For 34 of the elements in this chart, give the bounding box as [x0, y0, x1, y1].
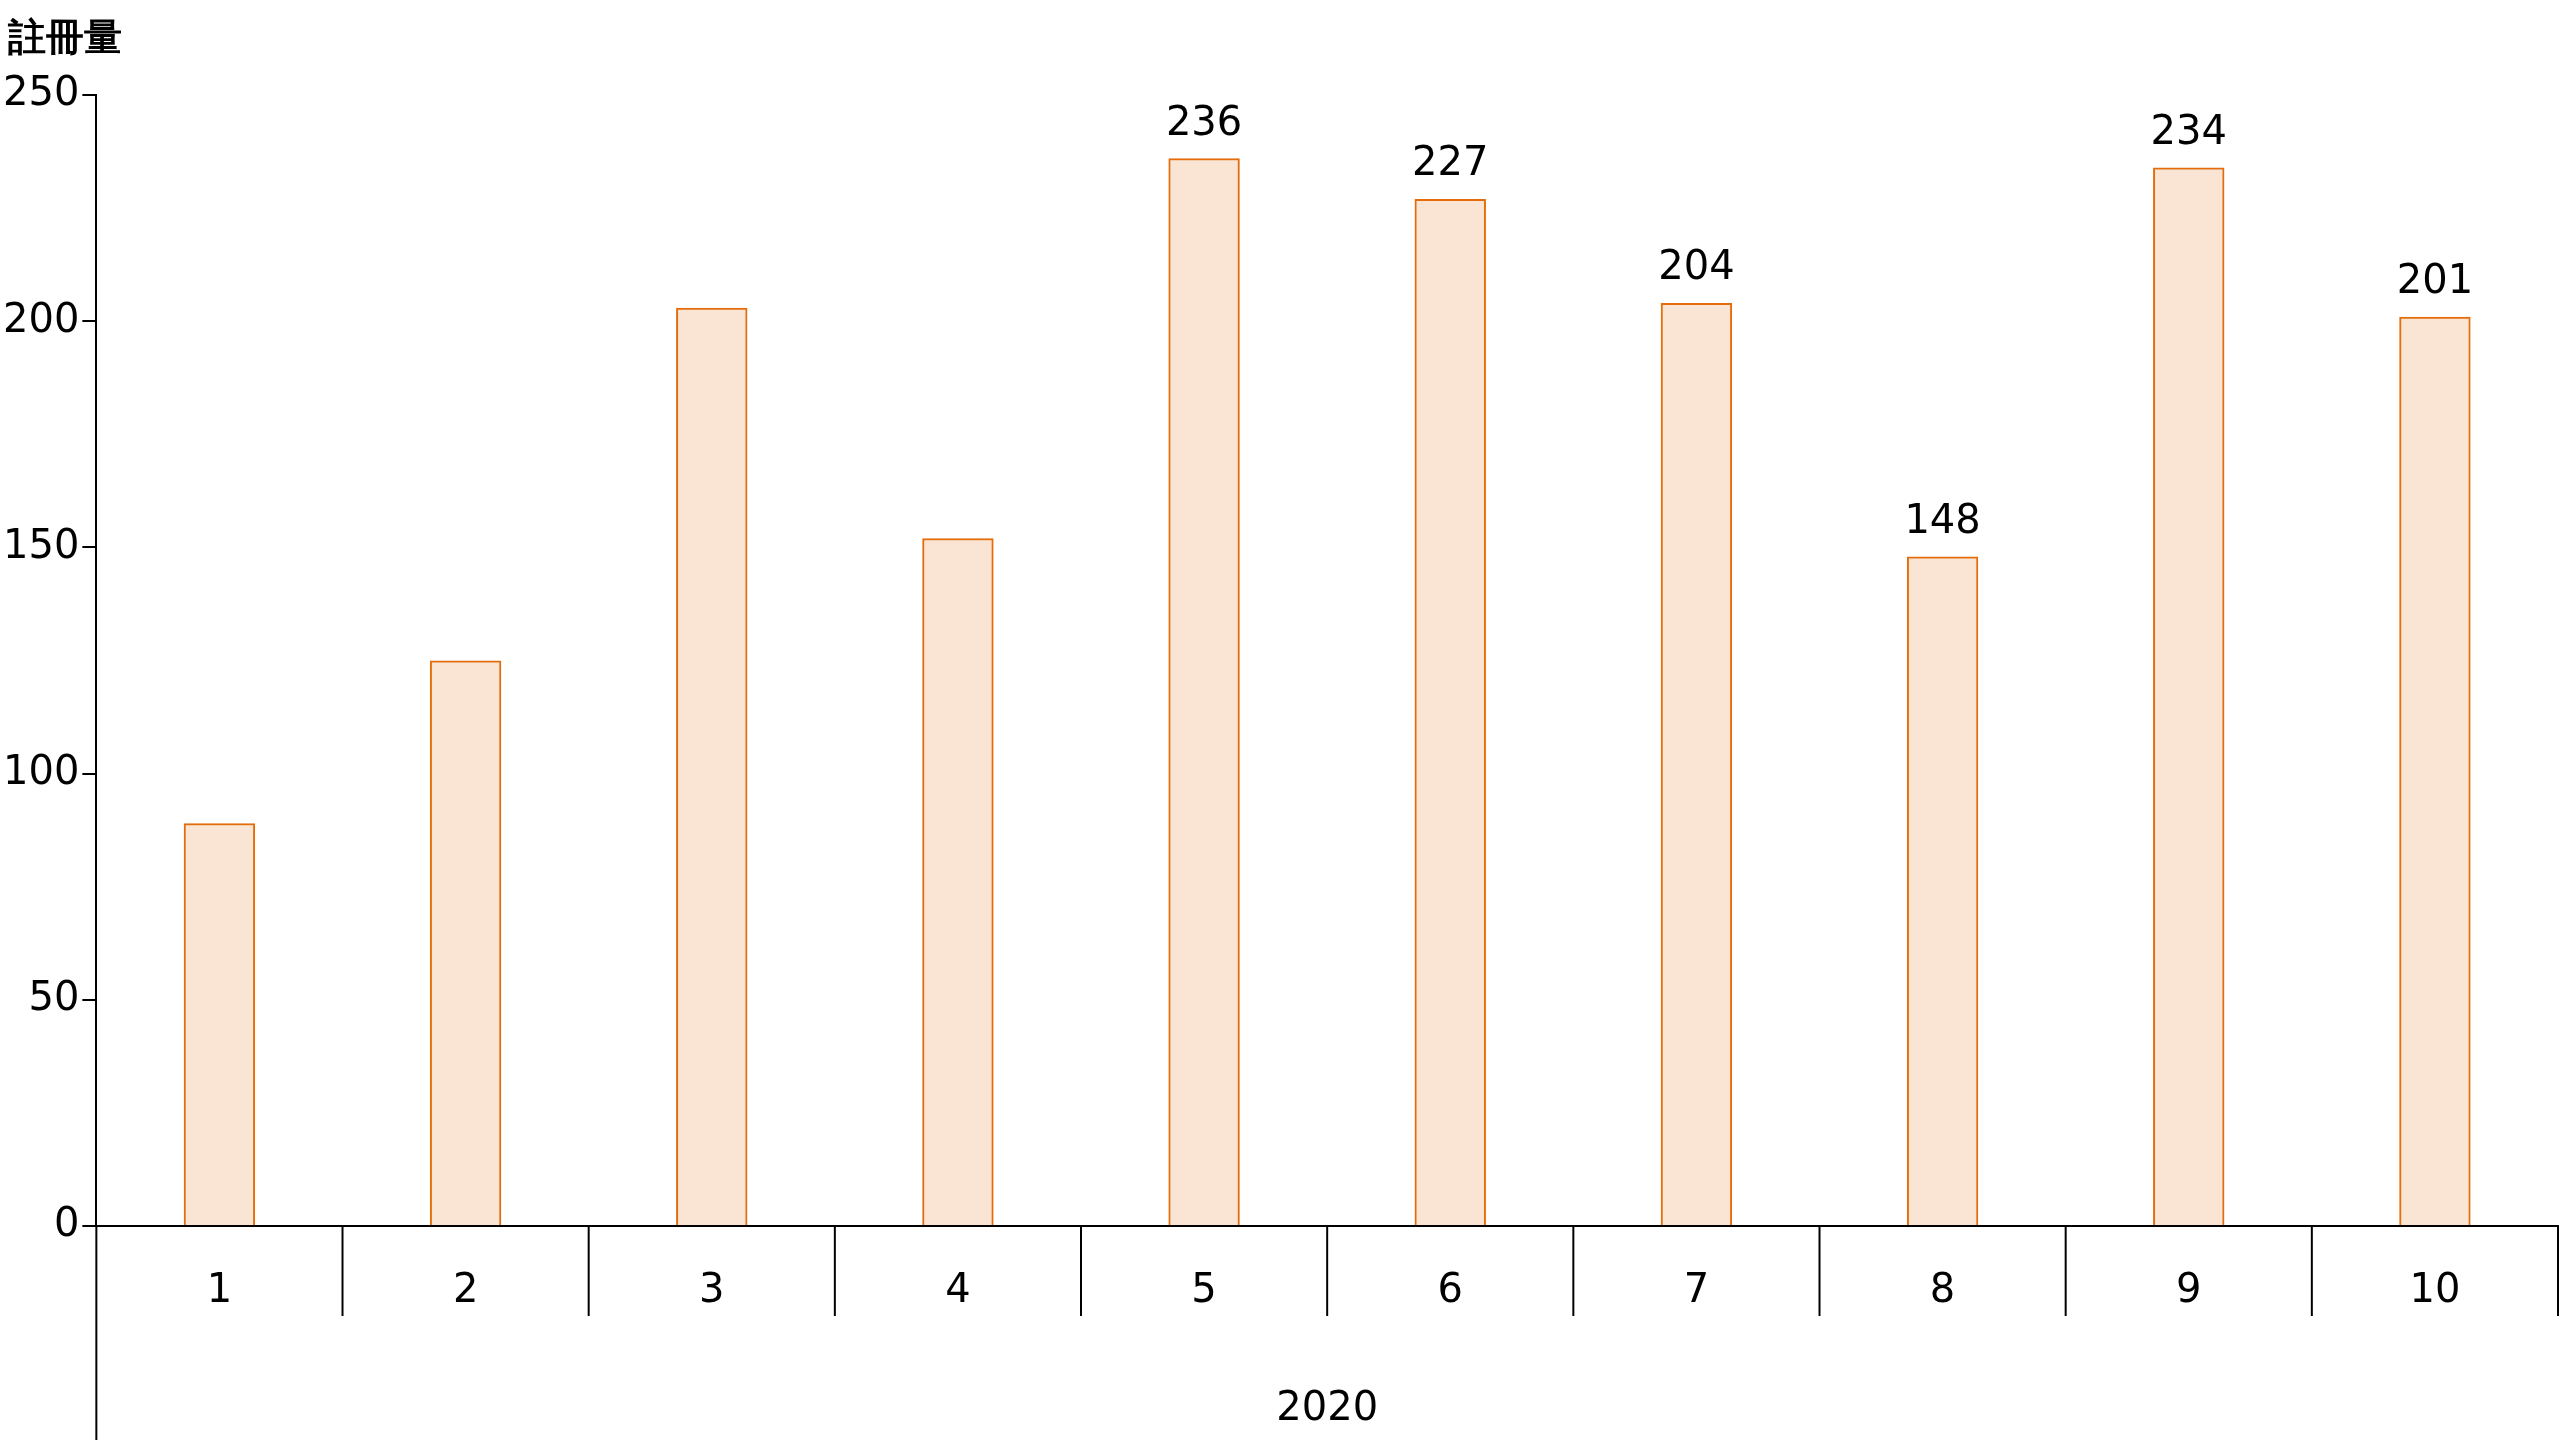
x-tick-label: 5	[1191, 1265, 1217, 1312]
bar	[429, 660, 502, 1225]
data-label: 204	[1658, 242, 1735, 289]
bar	[2153, 167, 2225, 1225]
data-label: 236	[1165, 97, 1243, 144]
y-tick-label: 200	[2, 294, 80, 341]
y-tick-label: 250	[2, 68, 80, 115]
x-tick-label: 2	[452, 1265, 479, 1312]
y-tick-label: 50	[28, 973, 80, 1020]
x-tick-label: 4	[945, 1265, 971, 1312]
y-tick-label: 150	[2, 520, 80, 567]
bar	[676, 307, 748, 1225]
bar	[922, 538, 994, 1225]
y-tick-label: 100	[2, 746, 80, 793]
x-tick-label: 9	[2176, 1265, 2202, 1312]
bar	[1660, 303, 1733, 1225]
x-tick-label: 10	[2409, 1265, 2461, 1312]
bar	[1414, 199, 1486, 1225]
data-label: 227	[1412, 138, 1489, 185]
x-tick-label: 1	[206, 1265, 233, 1312]
x-tick-label: 6	[1437, 1265, 1463, 1312]
x-tick-label: 8	[1929, 1265, 1956, 1312]
y-tick-label: 0	[53, 1199, 80, 1246]
bar	[2399, 316, 2471, 1225]
x-tick-label: 7	[1683, 1265, 1710, 1312]
x-axis-title: 2020	[1276, 1383, 1379, 1430]
data-label: 201	[2396, 256, 2474, 303]
bar	[1168, 158, 1240, 1225]
data-label: 234	[2150, 106, 2227, 153]
bar	[1906, 556, 1979, 1225]
x-tick-label: 3	[699, 1265, 725, 1312]
data-label: 148	[1904, 495, 1981, 542]
y-axis-title: 註冊量	[7, 14, 122, 59]
bar	[183, 823, 256, 1225]
